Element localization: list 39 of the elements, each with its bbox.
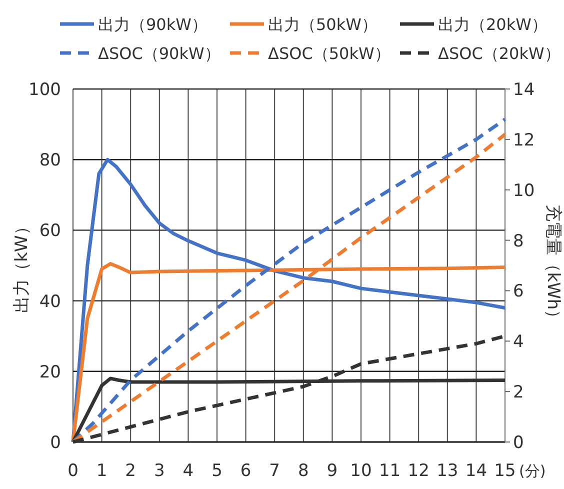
x-tick-label: 3 [154,461,165,481]
x-tick-label: 12 [408,461,430,481]
legend-label: ΔSOC（20kW） [438,44,560,63]
legend-label: 出力（20kW） [438,15,548,34]
y2-tick-label: 8 [513,231,524,252]
x-tick-label: 2 [125,461,136,481]
y-tick-label: 20 [39,362,61,382]
y-tick-label: 60 [39,221,61,242]
y-tick-label: 100 [28,80,61,100]
x-tick-label: 7 [269,461,280,481]
y-tick-label: 80 [39,150,61,171]
legend-label: 出力（90kW） [98,15,208,34]
y2-tick-label: 6 [513,282,524,302]
x-tick-label: 5 [212,461,222,481]
x-tick-label: 11 [378,461,401,481]
legend-label: ΔSOC（50kW） [268,44,390,63]
x-tick-label: 4 [182,461,194,481]
legend-label: ΔSOC（90kW） [98,44,220,63]
y-tick-label: 40 [39,292,61,312]
x-tick-label: 15 [494,461,516,481]
x-tick-label: 14 [465,461,488,481]
x-tick-label: 13 [436,461,458,481]
y2-tick-label: 4 [513,332,524,352]
x-tick-label: 10 [350,461,372,481]
legend-label: 出力（50kW） [268,15,378,34]
x-tick-label: 8 [298,461,309,481]
y2-tick-label: 12 [513,130,535,150]
y2-axis-title: 充電量（kWh） [543,204,563,327]
x-tick-label: 9 [326,461,338,481]
y-tick-label: 0 [50,433,61,453]
x-tick-label: 0 [68,461,78,481]
y2-tick-label: 2 [513,382,524,403]
y2-tick-label: 10 [513,180,535,201]
y2-tick-label: 14 [513,80,535,100]
y-axis-title: 出力（kW） [12,218,32,313]
y2-tick-label: 0 [513,433,524,453]
x-axis-title: (分) [519,462,546,480]
x-tick-label: 1 [96,461,108,481]
x-tick-label: 6 [240,461,252,481]
